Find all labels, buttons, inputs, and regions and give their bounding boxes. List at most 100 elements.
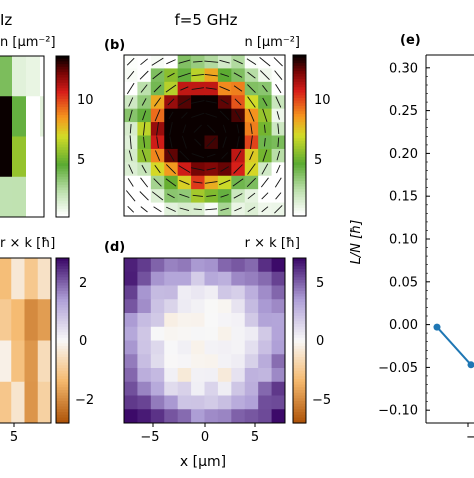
- angular-momentum-cell: [272, 272, 286, 286]
- density-cell: [0, 137, 12, 178]
- panel-a: n [μm⁻²] 10 5: [0, 35, 94, 218]
- angular-momentum-cell: [218, 286, 232, 300]
- panel-e: (e) 0.300.250.200.150.100.050.00−0.05−0.…: [349, 33, 474, 445]
- density-cell: [40, 177, 44, 218]
- angular-momentum-cell: [178, 272, 192, 286]
- angular-momentum-cell: [137, 327, 151, 341]
- panel-e-ylabel: L/N [ħ]: [349, 220, 364, 265]
- density-cell: [0, 177, 12, 218]
- angular-momentum-cell: [178, 299, 192, 313]
- panel-c-colorbar-label: r × k [ħ]: [0, 236, 55, 251]
- panel-d-letter: (d): [104, 240, 125, 255]
- angular-momentum-cell: [151, 299, 165, 313]
- angular-momentum-cell: [137, 409, 151, 423]
- density-cell: [12, 96, 26, 137]
- angular-momentum-cell: [0, 382, 12, 424]
- angular-momentum-cell: [178, 258, 192, 272]
- angular-momentum-cell: [258, 396, 272, 410]
- angular-momentum-cell: [178, 382, 192, 396]
- angular-momentum-cell: [178, 368, 192, 382]
- angular-momentum-cell: [218, 299, 232, 313]
- angular-momentum-cell: [38, 382, 51, 424]
- panel-e-ytick-label: 0.20: [389, 147, 418, 162]
- angular-momentum-cell: [124, 368, 138, 382]
- angular-momentum-cell: [151, 409, 165, 423]
- panel-c-heatmap: [0, 258, 51, 423]
- angular-momentum-cell: [25, 299, 39, 341]
- angular-momentum-cell: [191, 286, 205, 300]
- angular-momentum-cell: [218, 354, 232, 368]
- angular-momentum-cell: [38, 299, 51, 341]
- angular-momentum-cell: [137, 354, 151, 368]
- angular-momentum-cell: [191, 368, 205, 382]
- density-cell: [40, 96, 44, 137]
- panel-b-cbar-tick-5: 5: [314, 153, 322, 168]
- angular-momentum-cell: [231, 354, 245, 368]
- panel-d-colorbar: [293, 258, 306, 424]
- panel-e-xtick-label: −5: [466, 430, 474, 445]
- angular-momentum-cell: [258, 341, 272, 355]
- angular-momentum-cell: [258, 272, 272, 286]
- angular-momentum-cell: [124, 354, 138, 368]
- angular-momentum-cell: [245, 409, 259, 423]
- panel-c-cbar-tick-0: 0: [79, 334, 87, 349]
- angular-momentum-cell: [245, 313, 259, 327]
- angular-momentum-cell: [11, 382, 25, 424]
- angular-momentum-cell: [272, 354, 286, 368]
- density-cell: [40, 56, 44, 97]
- angular-momentum-cell: [191, 313, 205, 327]
- angular-momentum-cell: [164, 313, 178, 327]
- angular-momentum-cell: [231, 382, 245, 396]
- angular-momentum-cell: [137, 272, 151, 286]
- angular-momentum-cell: [164, 382, 178, 396]
- panel-a-heatmap: [0, 56, 44, 217]
- angular-momentum-cell: [205, 258, 219, 272]
- angular-momentum-cell: [258, 313, 272, 327]
- angular-momentum-cell: [205, 409, 219, 423]
- angular-momentum-cell: [178, 354, 192, 368]
- angular-momentum-cell: [231, 368, 245, 382]
- angular-momentum-cell: [0, 299, 12, 341]
- angular-momentum-cell: [151, 272, 165, 286]
- panel-b-cbar-tick-10: 10: [314, 93, 331, 108]
- angular-momentum-cell: [137, 258, 151, 272]
- angular-momentum-cell: [205, 354, 219, 368]
- angular-momentum-cell: [205, 396, 219, 410]
- panel-a-title-fragment: Iz: [0, 11, 12, 29]
- angular-momentum-cell: [191, 327, 205, 341]
- angular-momentum-cell: [218, 341, 232, 355]
- angular-momentum-cell: [137, 286, 151, 300]
- angular-momentum-cell: [258, 258, 272, 272]
- panel-c-colorbar: [56, 258, 69, 424]
- panel-b-letter: (b): [104, 38, 125, 53]
- angular-momentum-cell: [151, 327, 165, 341]
- angular-momentum-cell: [218, 313, 232, 327]
- angular-momentum-cell: [0, 258, 12, 300]
- density-cell: [26, 137, 40, 178]
- angular-momentum-cell: [218, 368, 232, 382]
- panel-e-ytick-label: 0.05: [389, 275, 418, 290]
- angular-momentum-cell: [231, 258, 245, 272]
- angular-momentum-cell: [124, 272, 138, 286]
- angular-momentum-cell: [124, 409, 138, 423]
- angular-momentum-cell: [151, 258, 165, 272]
- panel-d: (d) r × k [ħ] 5 0 −5 −5 0 5 x [μm]: [104, 236, 331, 470]
- angular-momentum-cell: [164, 341, 178, 355]
- panel-d-xtick-label-5: 5: [251, 430, 259, 445]
- density-cell: [12, 137, 26, 178]
- angular-momentum-cell: [231, 327, 245, 341]
- angular-momentum-cell: [178, 409, 192, 423]
- angular-momentum-cell: [38, 258, 51, 300]
- angular-momentum-cell: [178, 327, 192, 341]
- angular-momentum-cell: [245, 258, 259, 272]
- angular-momentum-cell: [258, 299, 272, 313]
- angular-momentum-cell: [231, 313, 245, 327]
- angular-momentum-cell: [137, 341, 151, 355]
- angular-momentum-cell: [191, 299, 205, 313]
- angular-momentum-cell: [151, 313, 165, 327]
- angular-momentum-cell: [205, 286, 219, 300]
- angular-momentum-cell: [205, 313, 219, 327]
- angular-momentum-cell: [258, 382, 272, 396]
- angular-momentum-cell: [124, 299, 138, 313]
- angular-momentum-cell: [137, 299, 151, 313]
